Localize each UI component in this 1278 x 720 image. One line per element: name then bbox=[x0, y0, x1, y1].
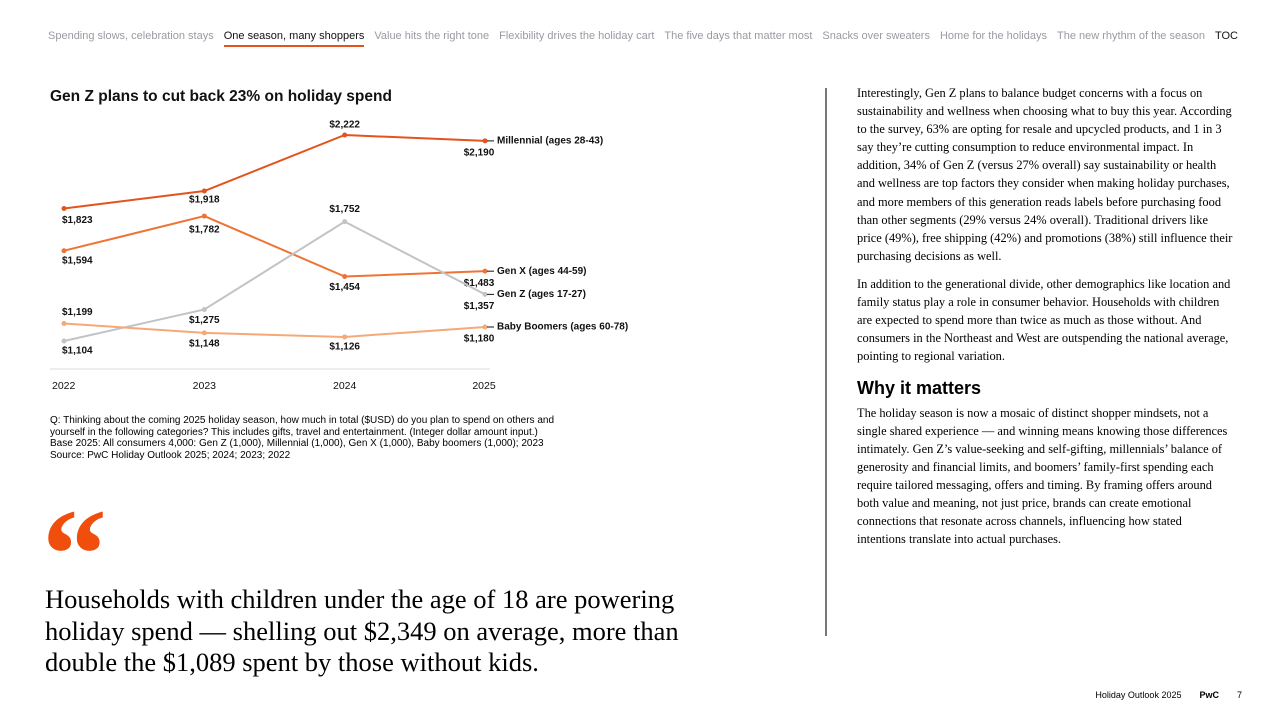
nav-link[interactable]: Home for the holidays bbox=[939, 30, 1047, 42]
point bbox=[482, 291, 488, 297]
note-line: yourself in the following categories? Th… bbox=[50, 426, 538, 438]
point bbox=[61, 320, 67, 326]
x-tick-label: 2024 bbox=[333, 380, 357, 392]
series-line bbox=[63, 322, 486, 338]
nav-link[interactable]: Value hits the right tone bbox=[374, 30, 490, 42]
value-label: $2,190 bbox=[464, 148, 495, 159]
report-name: Holiday Outlook 2025 bbox=[1095, 690, 1182, 700]
point bbox=[342, 132, 348, 138]
divider bbox=[825, 88, 827, 636]
x-tick-label: 2025 bbox=[472, 380, 496, 392]
point bbox=[61, 338, 67, 344]
legend-label: Gen Z (ages 17-27) bbox=[497, 289, 586, 300]
value-label: $1,483 bbox=[464, 278, 495, 289]
nav-link[interactable]: The new rhythm of the season bbox=[1056, 30, 1205, 42]
value-label: $1,782 bbox=[189, 225, 220, 236]
value-label: $1,180 bbox=[464, 334, 495, 345]
value-label: $1,199 bbox=[62, 307, 93, 318]
x-tick-label: 2023 bbox=[193, 380, 217, 392]
chart: Gen Z plans to cut back 23% on holiday s… bbox=[50, 88, 628, 392]
value-label: $1,823 bbox=[62, 215, 93, 226]
quote-mark: “ bbox=[42, 483, 107, 627]
legend-label: Baby Boomers (ages 60-78) bbox=[497, 322, 628, 333]
value-label: $1,752 bbox=[329, 204, 360, 215]
point bbox=[201, 213, 207, 219]
nav: Spending slows, celebration stays One sea… bbox=[48, 30, 1238, 47]
brand: PwC bbox=[1199, 690, 1219, 700]
point bbox=[482, 324, 488, 330]
paragraph: In addition to the generational divide, … bbox=[857, 276, 1231, 364]
quote: Households with children under the age o… bbox=[45, 584, 679, 677]
heading: Why it matters bbox=[857, 378, 982, 399]
value-label: $2,222 bbox=[329, 120, 360, 131]
value-label: $1,275 bbox=[189, 315, 220, 326]
series-line bbox=[63, 215, 486, 278]
paragraph: Interestingly, Gen Z plans to balance bu… bbox=[857, 86, 1233, 263]
paragraph: The holiday season is now a mosaic of di… bbox=[857, 405, 1228, 547]
nav-link[interactable]: Flexibility drives the holiday cart bbox=[499, 30, 655, 42]
chart-notes: Q: Thinking about the coming 2025 holida… bbox=[50, 415, 554, 461]
point bbox=[201, 188, 207, 194]
note-line: Q: Thinking about the coming 2025 holida… bbox=[50, 415, 555, 426]
point bbox=[482, 138, 488, 144]
nav-link[interactable]: Spending slows, celebration stays bbox=[48, 30, 214, 42]
nav-link[interactable]: One season, many shoppers bbox=[223, 30, 365, 47]
legend-label: Gen X (ages 44-59) bbox=[497, 266, 586, 277]
point bbox=[201, 306, 207, 312]
point bbox=[342, 219, 348, 225]
note-line: Source: PwC Holiday Outlook 2025; 2024; … bbox=[50, 449, 291, 461]
chart-title: Gen Z plans to cut back 23% on holiday s… bbox=[50, 88, 392, 105]
value-label: $1,918 bbox=[189, 195, 220, 206]
value-label: $1,594 bbox=[62, 255, 93, 266]
point bbox=[482, 268, 488, 274]
note-line: Base 2025: All consumers 4,000: Gen Z (1… bbox=[50, 438, 544, 449]
value-label: $1,148 bbox=[189, 339, 220, 350]
series-line bbox=[63, 133, 486, 210]
nav-link[interactable]: Snacks over sweaters bbox=[822, 30, 930, 42]
series-line bbox=[63, 220, 486, 342]
page-number: 7 bbox=[1236, 690, 1242, 700]
toc-link[interactable]: TOC bbox=[1214, 30, 1238, 42]
footer: Holiday Outlook 2025 PwC 7 bbox=[1095, 690, 1242, 700]
value-label: $1,104 bbox=[62, 346, 93, 357]
legend-label: Millennial (ages 28-43) bbox=[497, 136, 603, 147]
body-text: Interestingly, Gen Z plans to balance bu… bbox=[857, 84, 1233, 558]
point bbox=[342, 334, 348, 340]
nav-link[interactable]: The five days that matter most bbox=[664, 30, 813, 42]
x-tick-label: 2022 bbox=[52, 380, 76, 392]
point bbox=[201, 330, 207, 336]
value-label: $1,126 bbox=[329, 342, 360, 353]
point bbox=[61, 248, 67, 254]
point bbox=[342, 274, 348, 280]
value-label: $1,454 bbox=[329, 282, 360, 293]
value-label: $1,357 bbox=[464, 301, 495, 312]
point bbox=[61, 206, 67, 212]
